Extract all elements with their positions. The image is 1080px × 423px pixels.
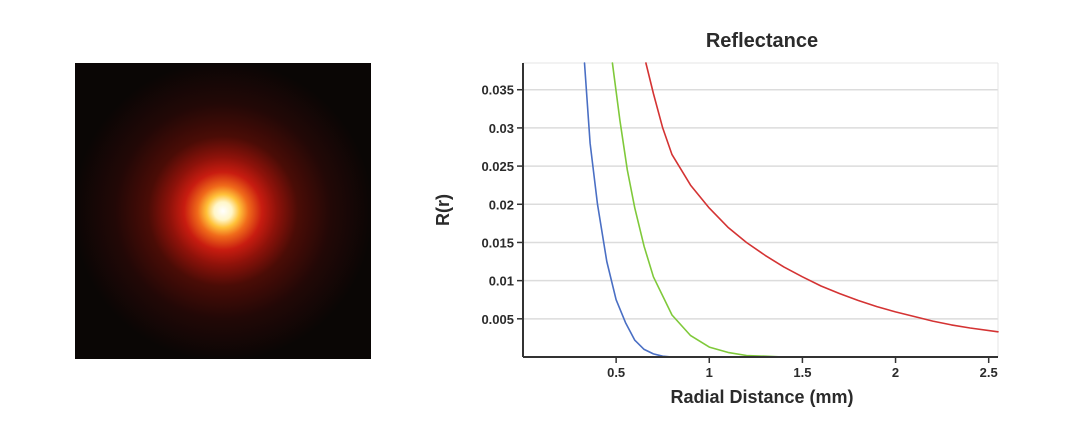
ticks: 0.005 0.01 0.015 0.02 0.025 0.03 0.035 0.5 1 1.5 2…: [481, 83, 997, 380]
y-tick-label-4: 0.025: [481, 159, 514, 174]
series-lines: [583, 62, 999, 358]
x-tick-label-1: 1: [706, 365, 713, 380]
series-line-1: [611, 62, 804, 358]
diffuse-reflectance-glow-icon: [75, 63, 371, 359]
y-tick-label-2: 0.015: [481, 235, 514, 250]
y-tick-label-5: 0.03: [489, 121, 514, 136]
series-line-2: [645, 62, 999, 333]
x-tick-label-4: 2.5: [980, 365, 998, 380]
x-tick-label-0: 0.5: [607, 365, 625, 380]
y-tick-label-3: 0.02: [489, 197, 514, 212]
y-tick-label-0: 0.005: [481, 312, 514, 327]
glow-gradient: [75, 63, 371, 359]
grid-lines: [523, 62, 999, 357]
x-tick-label-2: 1.5: [793, 365, 811, 380]
axes: [522, 63, 998, 358]
chart-title: Reflectance: [706, 30, 818, 52]
x-axis-label: Radial Distance (mm): [670, 387, 853, 407]
reflectance-image-panel: [75, 63, 371, 359]
y-tick-label-6: 0.035: [481, 83, 514, 98]
x-tick-label-3: 2: [892, 365, 899, 380]
y-axis-label: R(r): [433, 194, 453, 226]
series-line-0: [583, 62, 673, 358]
y-tick-label-1: 0.01: [489, 274, 514, 289]
